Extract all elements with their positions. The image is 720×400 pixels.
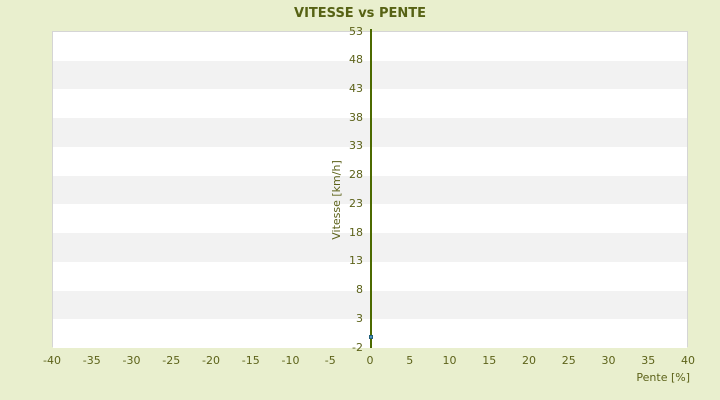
x-tick-label: 40 (681, 354, 695, 367)
x-tick-label: -30 (122, 354, 141, 367)
y-tick-label: 23 (349, 196, 363, 210)
y-tick-label: 28 (349, 168, 363, 182)
plot-area (52, 29, 688, 348)
x-tick-label: 10 (442, 354, 457, 367)
y-tick-label: 38 (349, 110, 363, 124)
data-point-marker (369, 334, 373, 339)
x-tick-label: -5 (324, 354, 336, 367)
x-tick-label: 5 (406, 354, 414, 367)
y-axis-title: Vitesse [km/h] (330, 160, 343, 240)
y-tick-label: 13 (349, 254, 363, 268)
x-tick-label: 35 (641, 354, 656, 367)
x-tick-label: 30 (601, 354, 616, 367)
x-tick-label: 20 (522, 354, 536, 367)
x-tick-label: -20 (202, 354, 220, 367)
chart-title: VITESSE vs PENTE (294, 6, 426, 21)
x-tick-label: 0 (366, 354, 374, 367)
x-axis-title: Pente [%] (636, 371, 690, 384)
y-tick-label: 53 (349, 24, 363, 38)
x-tick-label: 25 (561, 354, 576, 367)
x-tick-label: -15 (241, 354, 260, 367)
x-tick-label: -35 (82, 354, 101, 367)
y-tick-label: 18 (349, 225, 363, 239)
y-tick-label: 33 (349, 139, 363, 153)
x-tick-label: -25 (162, 354, 181, 367)
y-axis-line (370, 29, 372, 348)
y-tick-label: 3 (356, 311, 363, 325)
y-tick-label: 43 (349, 81, 363, 95)
y-tick-label: -2 (352, 340, 363, 354)
y-tick-label: 48 (349, 53, 363, 67)
y-tick-label: 8 (356, 283, 363, 297)
x-tick-label: -10 (281, 354, 300, 367)
x-tick-label: -40 (43, 354, 61, 367)
x-tick-label: 15 (482, 354, 497, 367)
